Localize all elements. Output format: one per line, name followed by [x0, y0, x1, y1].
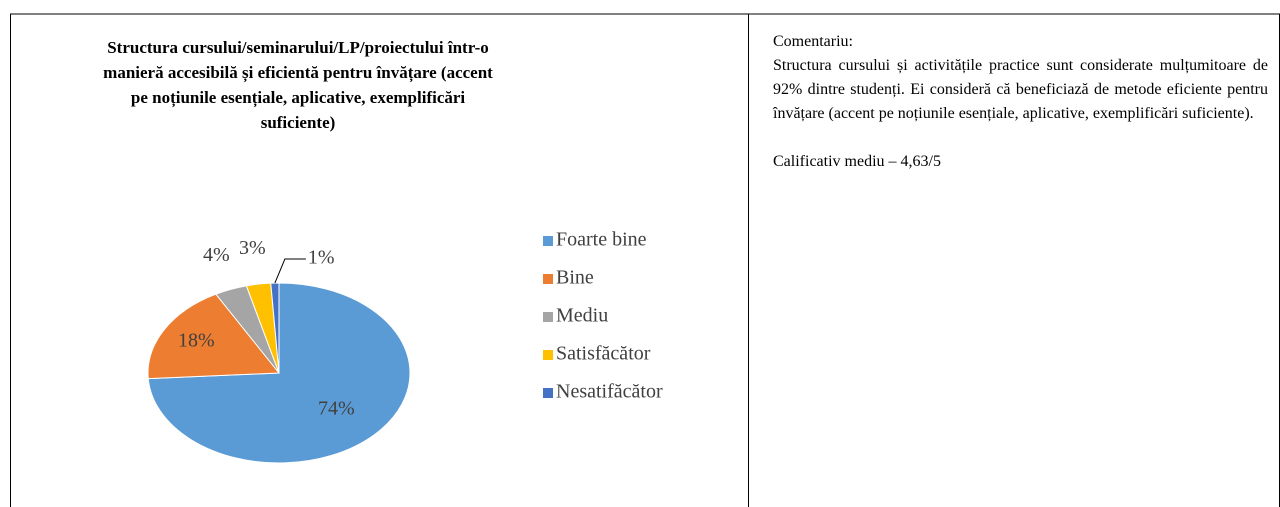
legend-label: Satisfăcător: [556, 343, 651, 365]
legend-label: Mediu: [556, 305, 608, 327]
comment-rating: Calificativ mediu – 4,63/5: [773, 153, 941, 170]
leader-line: [274, 258, 306, 284]
data-label: 1%: [308, 247, 335, 269]
data-label: 74%: [318, 398, 355, 420]
chart-title: Structura cursului/seminarului/LP/proiec…: [107, 38, 489, 57]
chart-title: pe noțiunile esențiale, aplicative, exem…: [131, 88, 466, 108]
pie-slice: [147, 293, 281, 380]
chart-title: suficiente): [261, 113, 336, 132]
legend-swatch: [543, 236, 553, 246]
legend-swatch: [543, 312, 553, 322]
legend-label: Bine: [556, 267, 594, 289]
data-label: 4%: [203, 244, 230, 266]
legend-swatch: [543, 274, 553, 284]
comment-heading: Comentariu:: [773, 33, 853, 50]
pie-slice: [270, 282, 280, 374]
comment-text: Structura cursului și activitățile pract…: [773, 57, 1268, 122]
data-label: 18%: [178, 329, 215, 351]
legend-label: Foarte bine: [556, 229, 647, 251]
legend-swatch: [543, 350, 553, 360]
legend-swatch: [543, 388, 553, 398]
chart-title: manieră accesibilă și eficientă pentru î…: [103, 63, 493, 83]
data-label: 3%: [239, 237, 266, 259]
legend-label: Nesatifăcător: [556, 381, 663, 403]
comment: Comentariu: Structura cursului și activi…: [773, 30, 1268, 174]
